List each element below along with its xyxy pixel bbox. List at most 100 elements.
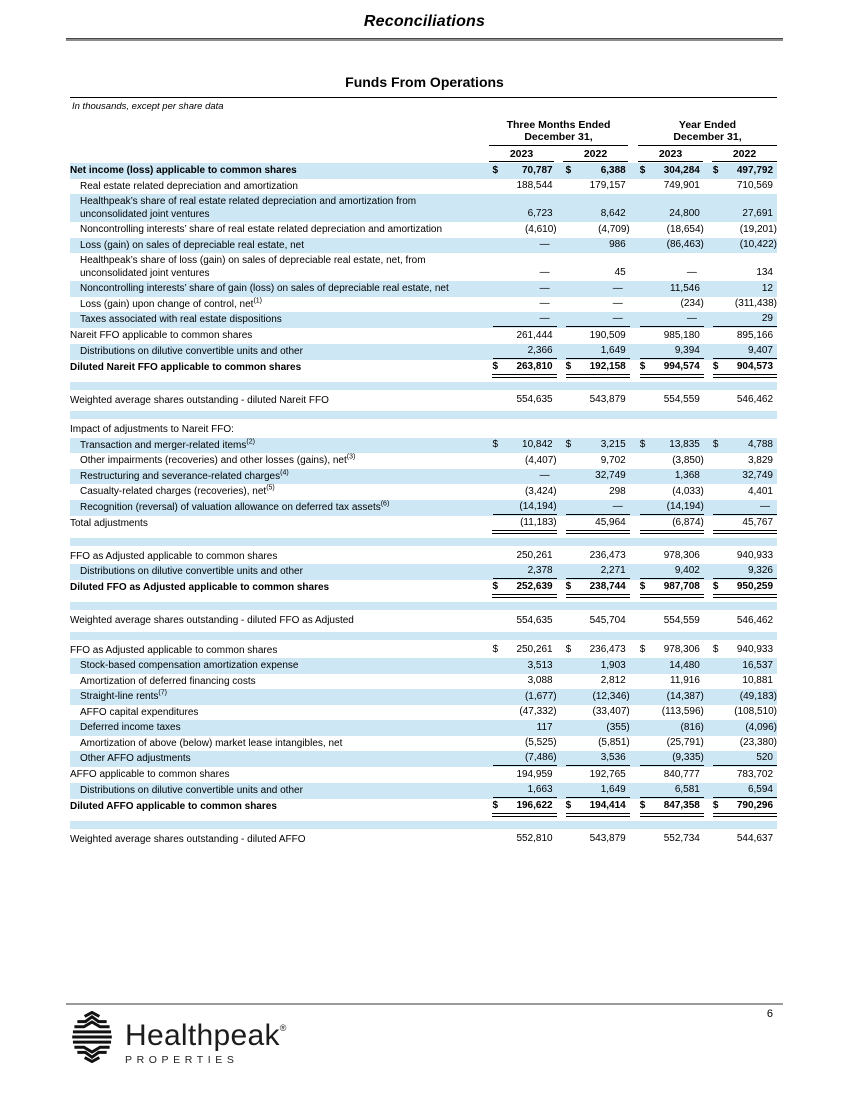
value: 546,462 [736, 614, 774, 626]
value: 497,792 [736, 164, 774, 176]
value-cell: (311,438) [713, 298, 777, 311]
value-cell: 188,544 [493, 180, 557, 193]
row-label: Weighted average shares outstanding - di… [70, 394, 329, 406]
value-cell: — [639, 313, 704, 327]
value: 895,166 [736, 329, 774, 341]
document-header: Reconciliations [0, 0, 849, 41]
value: (5,525) [524, 737, 557, 748]
value-cell: $196,622 [492, 799, 557, 817]
value: 236,473 [589, 550, 626, 561]
value-cell: $847,358 [639, 799, 704, 817]
dollar-sign: $ [712, 799, 719, 811]
dollar-sign: $ [565, 644, 572, 655]
value-cell: $263,810 [492, 361, 557, 378]
value: 32,749 [742, 470, 773, 481]
value-cell: — [493, 298, 557, 311]
value-cell: 1,649 [565, 345, 630, 359]
row-label: Distributions on dilutive convertible un… [80, 566, 303, 577]
row-label: FFO as Adjusted applicable to common sha… [70, 644, 278, 656]
value: — [686, 313, 697, 324]
value: 8,642 [600, 208, 626, 219]
value: 29 [761, 313, 773, 324]
value-cell: $497,792 [713, 165, 777, 178]
value: (25,791) [666, 737, 704, 748]
row-label: Noncontrolling interests’ share of gain … [80, 283, 449, 294]
value-cell: — [640, 267, 704, 280]
value-cell: 3,088 [493, 675, 557, 688]
value-cell: 546,462 [713, 394, 777, 407]
table-row: Healthpeak’s share of loss (gain) on sal… [70, 253, 777, 281]
value-cell: 840,777 [640, 769, 704, 782]
value-cell: (113,596) [640, 706, 704, 719]
value: (23,380) [739, 737, 777, 748]
dollar-sign: $ [712, 360, 719, 372]
value: 10,881 [742, 675, 773, 686]
value-cell: — [492, 313, 557, 327]
value: (12,346) [592, 690, 630, 702]
dollar-sign: $ [639, 439, 646, 450]
row-label: Impact of adjustments to Nareit FFO: [70, 424, 234, 435]
row-label: Healthpeak’s share of loss (gain) on sal… [80, 255, 426, 279]
report-title: Funds From Operations [345, 74, 504, 90]
value: 544,637 [736, 833, 774, 844]
table-row: Transaction and merger-related items(2) $… [70, 437, 777, 453]
value-cell: 117 [493, 722, 557, 735]
value: 987,708 [663, 581, 700, 592]
value-cell: 9,402 [639, 565, 704, 579]
value-cell: 545,704 [566, 615, 630, 628]
row-label: Loss (gain) upon change of control, net(… [80, 297, 263, 310]
value-cell: 11,916 [640, 675, 704, 688]
value-cell: 32,749 [713, 470, 777, 483]
value-cell: (10,422) [713, 239, 777, 252]
value: 543,879 [589, 394, 626, 405]
table-row: Restructuring and severance-related char… [70, 468, 777, 484]
value-cell: 261,444 [492, 330, 556, 343]
value-cell: 4,401 [713, 486, 777, 499]
value: 543,879 [589, 833, 626, 844]
value: (355) [606, 721, 630, 733]
table-row: Recognition (reversal) of valuation allo… [70, 499, 777, 516]
footnote-ref: (3) [346, 453, 356, 461]
dollar-sign: $ [712, 164, 719, 176]
value-cell: — [493, 267, 557, 280]
report-content: In thousands, except per share data Thre… [66, 97, 783, 847]
table-row: Deferred income taxes 117 (355) (816) (4,096… [70, 720, 777, 736]
value: — [539, 267, 550, 278]
value: 192,765 [589, 768, 626, 780]
year-column-header: 2022 [563, 146, 628, 162]
dollar-sign: $ [639, 581, 646, 592]
spacer-row [70, 602, 777, 610]
value: (10,422) [739, 239, 777, 250]
value-cell: (19,201) [713, 224, 777, 237]
value: 847,358 [663, 799, 700, 811]
row-label: Total adjustments [70, 517, 148, 529]
value: (14,387) [666, 690, 704, 702]
header-divider [66, 38, 783, 41]
value-cell: — [565, 501, 630, 515]
value: 16,537 [742, 659, 773, 671]
value: (9,335) [672, 752, 704, 763]
value: 12 [761, 282, 773, 294]
row-label: Amortization of deferred financing costs [80, 675, 256, 687]
value-cell: 194,959 [492, 769, 556, 782]
brand-subtitle: PROPERTIES [125, 1054, 239, 1066]
dollar-sign: $ [492, 799, 499, 811]
value: (47,332) [519, 706, 557, 717]
value-cell: 29 [712, 313, 777, 327]
table-row: Amortization of above (below) market lea… [70, 736, 777, 752]
value: 9,702 [600, 454, 626, 466]
value-cell: 1,368 [640, 470, 704, 483]
value-cell: 6,723 [493, 208, 557, 221]
row-label: Restructuring and severance-related char… [80, 469, 289, 482]
ffo-reconciliation-table: Three Months Ended December 31, Year End… [70, 119, 778, 847]
value: — [539, 282, 550, 294]
value: 238,744 [589, 581, 626, 592]
value: 261,444 [516, 329, 553, 341]
value-cell: 2,366 [492, 345, 557, 359]
value-cell: 32,749 [566, 470, 630, 483]
dollar-sign: $ [639, 360, 646, 372]
value-cell: 1,663 [492, 784, 557, 798]
value-cell: $192,158 [565, 361, 630, 378]
value-cell: 554,635 [492, 394, 556, 407]
value: 4,401 [747, 485, 773, 497]
